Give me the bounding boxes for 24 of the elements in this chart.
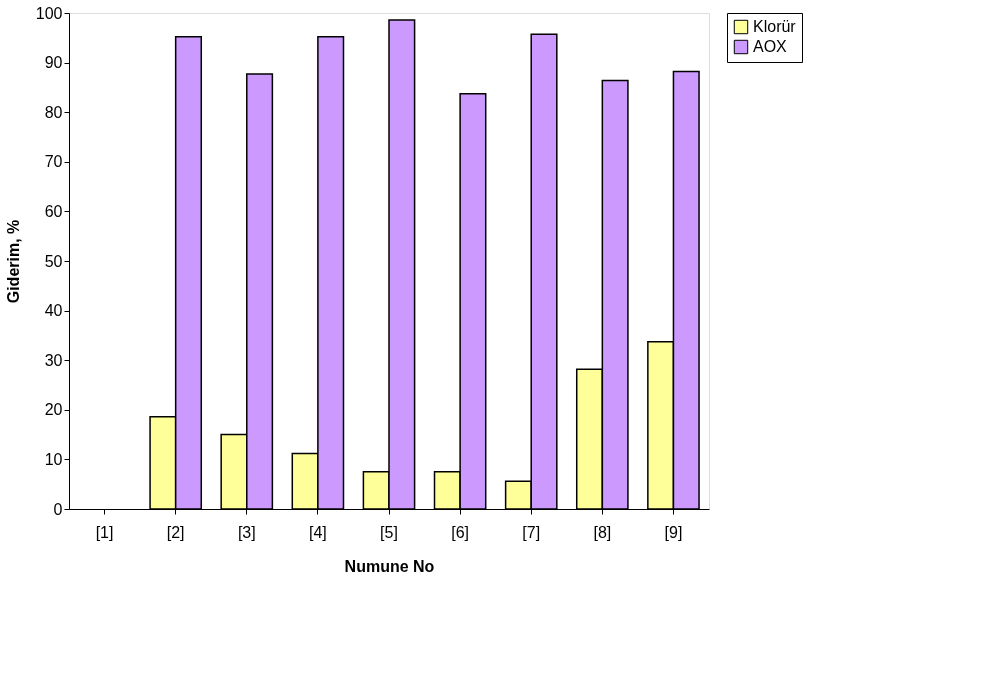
x-tick-label: [7] (522, 523, 541, 541)
x-tick-label: [3] (237, 523, 256, 541)
x-axis-title: Numune No (344, 557, 435, 575)
y-axis-title: Giderim, % (4, 219, 22, 304)
y-tick-label: 30 (44, 351, 63, 369)
legend-label: Klorür (753, 18, 797, 35)
x-tick-label: [6] (451, 523, 470, 541)
y-tick-label: 10 (44, 450, 63, 468)
y-tick-label: 70 (44, 153, 63, 171)
y-tick-label: 0 (53, 500, 63, 518)
x-tick-label: [4] (308, 523, 327, 541)
y-tick-label: 40 (44, 302, 63, 320)
y-tick-label: 100 (35, 4, 63, 22)
x-tick-label: [5] (380, 523, 398, 541)
x-tick-label: [8] (593, 523, 612, 541)
y-tick-label: 50 (44, 252, 63, 270)
x-tick-label: [2] (166, 523, 185, 541)
legend-label: AOX (753, 38, 788, 55)
x-tick-label: [9] (664, 523, 683, 541)
y-tick-label: 20 (44, 401, 63, 419)
x-tick-label: [1] (95, 523, 114, 541)
y-tick-label: 60 (44, 202, 63, 220)
y-tick-label: 80 (44, 103, 63, 121)
y-tick-label: 90 (44, 54, 63, 72)
